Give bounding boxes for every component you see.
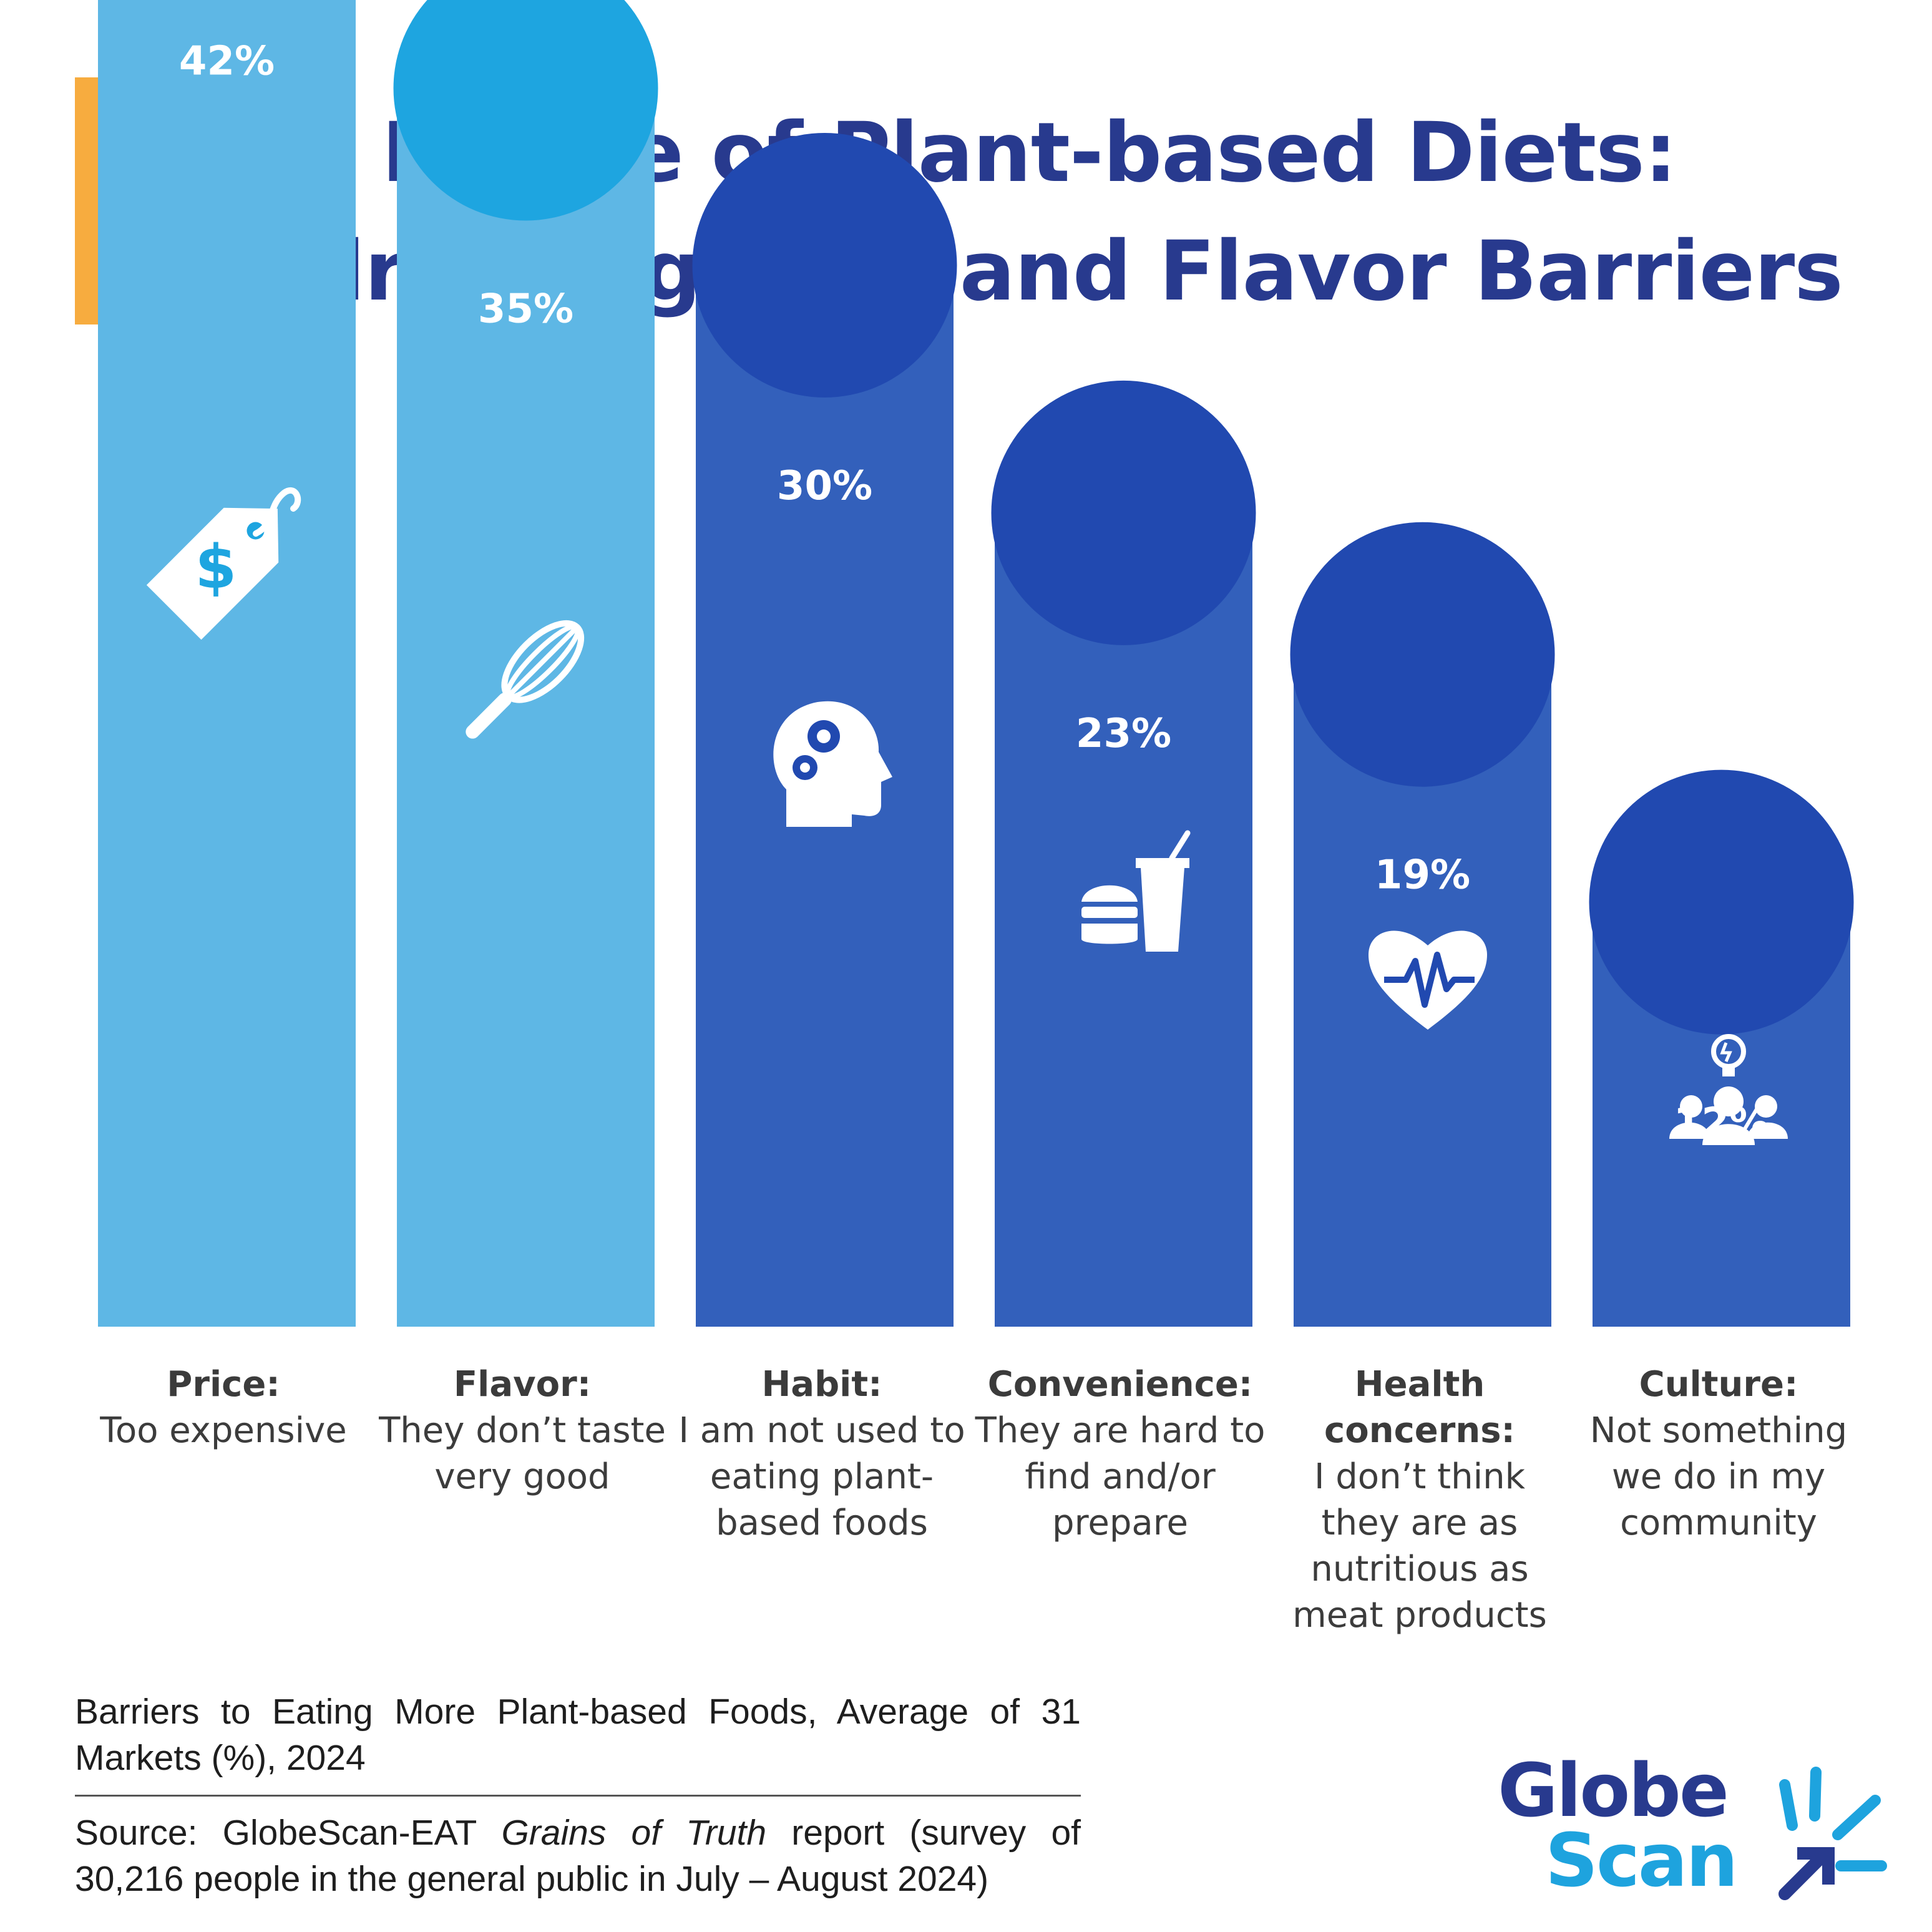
category-habit: Habit: I am not used to eating plant-bas…	[672, 1362, 972, 1546]
category-price: Price: Too expensive	[74, 1362, 373, 1454]
value-label: 19%	[1375, 852, 1470, 899]
category-description: I am not used to eating plant-based food…	[678, 1410, 965, 1543]
value-label: 35%	[478, 286, 573, 333]
bar-convenience	[995, 512, 1252, 1327]
category-health: Health concerns: I don’t think they are …	[1270, 1362, 1569, 1639]
logo-word-scan: Scan	[1545, 1817, 1739, 1903]
category-name: Culture:	[1639, 1364, 1798, 1405]
value-label: 30%	[777, 463, 872, 509]
value-label: 23%	[1076, 711, 1171, 757]
source-report-title: Grains of Truth	[501, 1813, 767, 1853]
category-name: Flavor:	[453, 1364, 592, 1405]
bar-price	[98, 0, 356, 1327]
logo-word-globe: Globe	[1498, 1747, 1729, 1833]
whisk-icon	[466, 620, 585, 739]
globescan-logo: Globe Scan	[1498, 1754, 1897, 1910]
category-description: They are hard to find and/or prepare	[975, 1410, 1266, 1543]
category-name: Habit:	[761, 1364, 882, 1405]
logo-burst-icon	[1778, 1767, 1887, 1900]
category-description: Not something we do in my community	[1589, 1410, 1848, 1543]
footnote-divider	[75, 1795, 1081, 1797]
mind-gears-icon	[773, 701, 892, 827]
category-name: Convenience:	[987, 1364, 1253, 1405]
value-labels-layer: 42% 35% 30% 23% 19% 12%	[179, 39, 1769, 1146]
source-prefix: Source: GlobeScan-EAT	[75, 1813, 502, 1853]
bars-layer	[98, 0, 1850, 1327]
category-description: They don’t taste very good	[379, 1410, 666, 1497]
value-label: 42%	[179, 39, 275, 85]
value-label: 12%	[1674, 1100, 1769, 1146]
category-name: Health concerns:	[1324, 1364, 1515, 1451]
heart-pulse-icon	[1368, 930, 1487, 1030]
icon-circle	[692, 133, 957, 398]
category-description: Too expensive	[100, 1410, 347, 1451]
category-convenience: Convenience: They are hard to find and/o…	[970, 1362, 1270, 1546]
chart-caption: Barriers to Eating More Plant-based Food…	[75, 1692, 1081, 1778]
fast-food-icon	[1081, 830, 1191, 952]
icon-circle	[991, 380, 1256, 645]
category-name: Price:	[167, 1364, 280, 1405]
icons-layer: $	[146, 487, 1788, 1145]
source-suffix: report (survey of 30,216 people in the g…	[75, 1813, 1081, 1899]
category-description: I don’t think they are as nutritious as …	[1292, 1456, 1547, 1636]
source-note: Source: GlobeScan-EAT Grains of Truth re…	[75, 1810, 1081, 1902]
icon-circle	[393, 0, 658, 221]
svg-text:$: $	[195, 532, 237, 602]
price-tag-icon: $	[146, 487, 301, 640]
category-culture: Culture: Not something we do in my commu…	[1569, 1362, 1868, 1546]
icon-circles-layer	[393, 0, 1854, 1035]
category-flavor: Flavor: They don’t taste very good	[373, 1362, 672, 1500]
community-idea-icon	[1669, 1034, 1788, 1145]
bar-flavor	[397, 88, 655, 1327]
icon-circle	[1589, 769, 1854, 1035]
icon-circle	[1290, 522, 1555, 787]
